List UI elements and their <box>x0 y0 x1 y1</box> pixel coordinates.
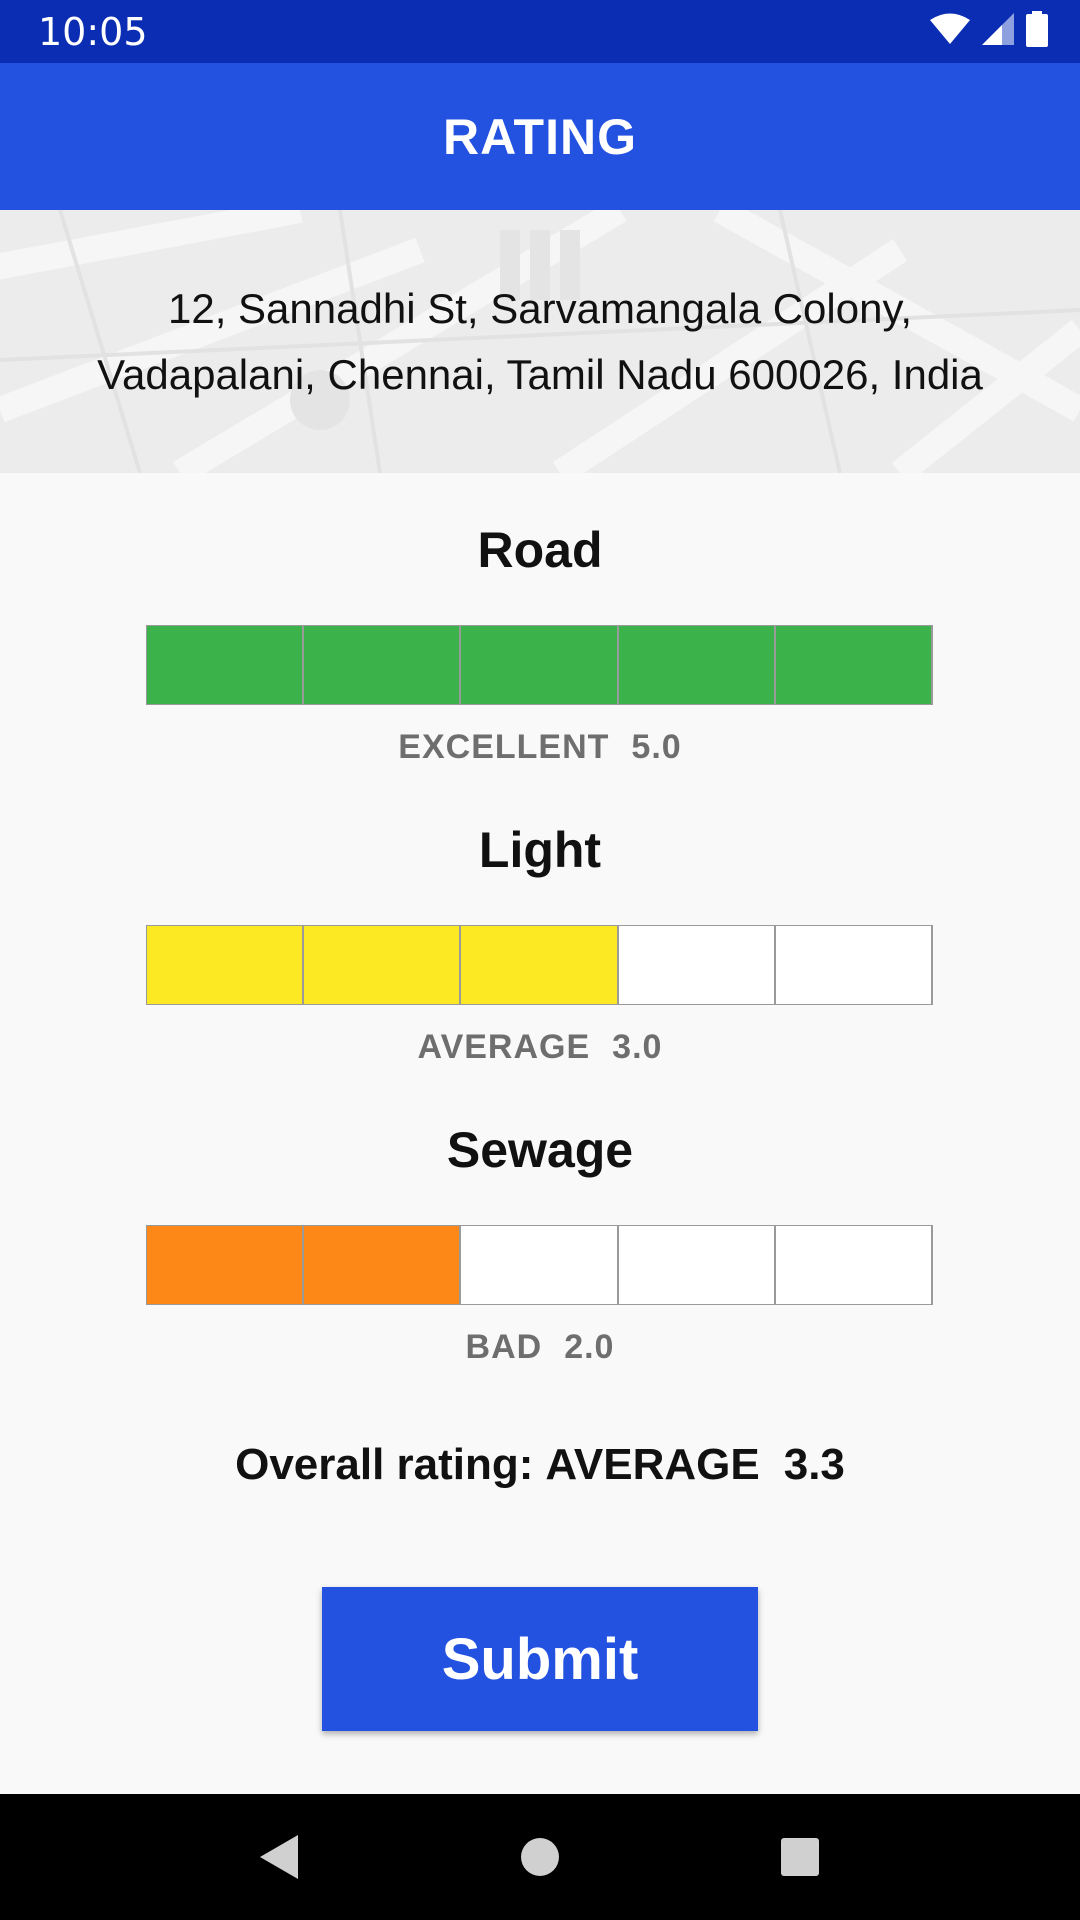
rating-text: EXCELLENT <box>398 728 610 766</box>
overall-label: AVERAGE <box>545 1440 760 1489</box>
rating-segment-2[interactable] <box>304 926 462 1004</box>
recents-icon[interactable] <box>770 1827 830 1887</box>
category-sewage: Sewage <box>0 1110 1080 1190</box>
address-text: 12, Sannadhi St, Sarvamangala Colony, Va… <box>10 276 1070 408</box>
home-icon[interactable] <box>510 1827 570 1887</box>
rating-segment-4[interactable] <box>618 626 776 704</box>
page-title: RATING <box>443 108 637 165</box>
rating-score: 2.0 <box>564 1328 615 1366</box>
rating-segment-1[interactable] <box>147 626 305 704</box>
category-title: Light <box>478 822 602 878</box>
map-background <box>0 210 1080 473</box>
overall-prefix: Overall rating: <box>235 1440 534 1489</box>
navigation-bar <box>0 1794 1080 1920</box>
rating-segment-3[interactable] <box>461 626 619 704</box>
app-bar: RATING <box>0 63 1080 210</box>
rating-score: 5.0 <box>631 728 682 766</box>
signal-icon <box>982 13 1014 50</box>
rating-bar-sewage[interactable] <box>146 1225 933 1305</box>
overall-score: 3.3 <box>783 1440 845 1489</box>
status-time: 10:05 <box>38 9 148 54</box>
rating-segment-2[interactable] <box>304 1226 462 1304</box>
back-icon[interactable] <box>250 1827 310 1887</box>
address-panel: 12, Sannadhi St, Sarvamangala Colony, Va… <box>0 210 1080 473</box>
address-line-1: 12, Sannadhi St, Sarvamangala Colony, <box>167 284 913 332</box>
rating-segment-4[interactable] <box>618 1226 776 1304</box>
rating-text: BAD <box>465 1328 543 1366</box>
status-bar: 10:05 <box>0 0 1080 63</box>
overall-rating: Overall rating: AVERAGE 3.3 <box>0 1440 1080 1490</box>
wifi-icon <box>930 13 970 50</box>
category-road: Road <box>0 510 1080 590</box>
rating-segment-1[interactable] <box>147 926 305 1004</box>
rating-score: 3.0 <box>612 1028 663 1066</box>
rating-segment-5[interactable] <box>775 926 933 1004</box>
category-title: Sewage <box>446 1122 634 1178</box>
category-light: Light <box>0 810 1080 890</box>
rating-segment-1[interactable] <box>147 1226 305 1304</box>
rating-segment-5[interactable] <box>775 1226 933 1304</box>
rating-text: AVERAGE <box>417 1028 591 1066</box>
category-title: Road <box>477 522 603 578</box>
rating-label-light: AVERAGE 3.0 <box>0 1028 1080 1067</box>
rating-label-road: EXCELLENT 5.0 <box>0 728 1080 767</box>
rating-segment-3[interactable] <box>461 926 619 1004</box>
rating-bar-light[interactable] <box>146 925 933 1005</box>
rating-segment-4[interactable] <box>618 926 776 1004</box>
rating-label-sewage: BAD 2.0 <box>0 1328 1080 1367</box>
battery-icon <box>1026 11 1048 52</box>
rating-segment-2[interactable] <box>304 626 462 704</box>
rating-segment-3[interactable] <box>461 1226 619 1304</box>
submit-button[interactable]: Submit <box>322 1587 758 1731</box>
address-line-2: Vadapalani, Chennai, Tamil Nadu 600026, … <box>97 350 983 398</box>
status-icons <box>930 11 1048 52</box>
rating-segment-5[interactable] <box>775 626 933 704</box>
rating-bar-road[interactable] <box>146 625 933 705</box>
